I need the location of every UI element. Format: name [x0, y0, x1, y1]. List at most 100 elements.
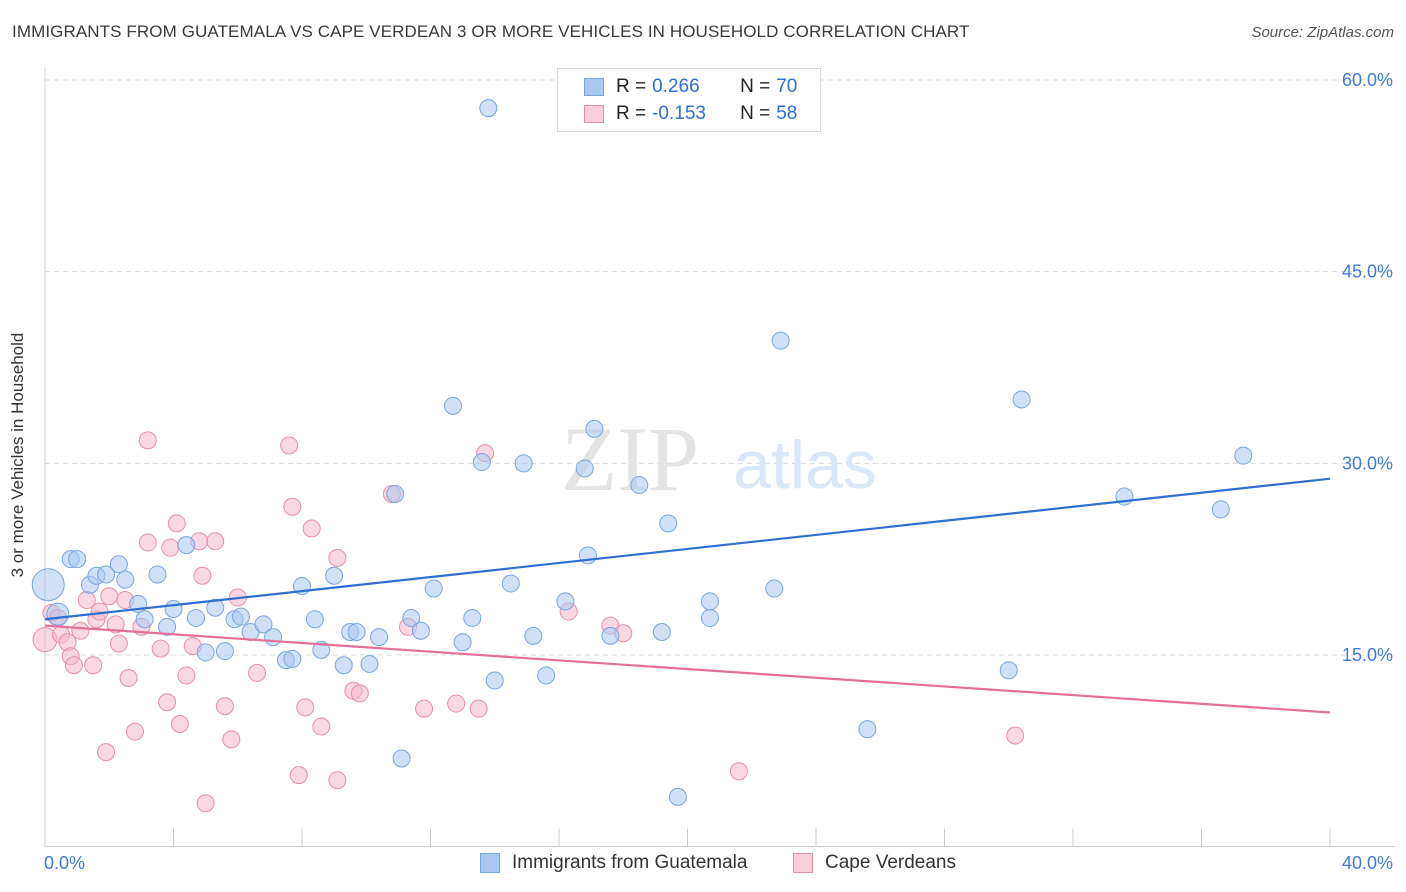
- data-point-guatemala: [700, 592, 719, 611]
- legend-r-label: R =: [616, 103, 647, 124]
- data-point-guatemala: [164, 600, 183, 618]
- data-point-cape-verdean: [215, 697, 234, 716]
- data-point-cape-verdean: [415, 699, 434, 718]
- series-legend-guatemala[interactable]: Immigrants from Guatemala: [480, 852, 747, 874]
- data-point-guatemala: [479, 99, 498, 118]
- data-point-guatemala: [177, 536, 196, 555]
- data-point-cape-verdean: [312, 717, 331, 736]
- data-point-cape-verdean: [283, 497, 302, 516]
- data-point-cape-verdean: [196, 794, 215, 813]
- data-point-cape-verdean: [280, 436, 299, 455]
- data-point-cape-verdean: [161, 538, 180, 557]
- data-point-guatemala: [97, 565, 116, 584]
- legend-row-cape-verdeans: R = -0.153 N = 58: [584, 101, 797, 127]
- data-point-cape-verdean: [138, 533, 157, 552]
- data-point-guatemala: [254, 615, 273, 634]
- data-point-guatemala: [585, 419, 604, 438]
- data-point-guatemala: [858, 720, 877, 739]
- data-point-guatemala: [575, 459, 594, 478]
- data-point-guatemala: [999, 661, 1018, 680]
- trend-line-cape-verdean: [44, 624, 1331, 714]
- series-legend-label: Cape Verdeans: [825, 852, 956, 873]
- data-point-guatemala: [765, 579, 784, 598]
- data-point-guatemala: [1012, 390, 1031, 409]
- legend-n-value: 70: [776, 76, 798, 97]
- data-point-guatemala: [109, 555, 128, 574]
- legend-n-label: N =: [740, 103, 771, 124]
- data-point-cape-verdean: [1006, 726, 1025, 745]
- data-point-guatemala: [68, 550, 87, 569]
- data-point-cape-verdean: [64, 656, 83, 675]
- data-point-guatemala: [305, 610, 324, 629]
- data-point-cape-verdean: [302, 519, 321, 538]
- data-point-cape-verdean: [328, 548, 347, 567]
- data-point-cape-verdean: [206, 532, 225, 551]
- data-point-guatemala: [659, 514, 678, 533]
- data-point-cape-verdean: [222, 730, 241, 749]
- data-point-guatemala: [524, 626, 543, 645]
- y-tick-label: 60.0%: [1342, 70, 1393, 90]
- data-point-cape-verdean: [328, 771, 347, 790]
- data-point-guatemala: [135, 610, 154, 629]
- data-point-cape-verdean: [167, 514, 186, 533]
- data-point-guatemala: [186, 608, 205, 627]
- data-point-guatemala: [231, 607, 250, 626]
- series-swatch-blue: [480, 853, 500, 873]
- data-point-guatemala: [31, 568, 65, 602]
- data-point-guatemala: [196, 643, 215, 662]
- data-point-guatemala: [215, 642, 234, 661]
- data-point-cape-verdean: [158, 693, 177, 712]
- trend-line-guatemala: [44, 477, 1331, 621]
- y-tick-label: 30.0%: [1342, 453, 1393, 473]
- data-point-guatemala: [652, 623, 671, 641]
- data-point-cape-verdean: [170, 715, 189, 733]
- watermark-zip: ZIP: [561, 408, 699, 510]
- data-point-cape-verdean: [109, 634, 128, 653]
- data-point-guatemala: [537, 666, 556, 685]
- y-axis-title: 3 or more Vehicles in Household: [8, 332, 27, 578]
- data-point-guatemala: [334, 656, 353, 675]
- watermark: ZIP atlas: [561, 408, 877, 510]
- data-point-guatemala: [370, 628, 389, 647]
- data-point-guatemala: [1211, 500, 1230, 519]
- data-point-cape-verdean: [84, 656, 103, 675]
- series-legend: Immigrants from Guatemala Cape Verdeans: [0, 852, 1406, 878]
- data-point-guatemala: [601, 626, 620, 645]
- axes: [44, 68, 1395, 848]
- data-point-guatemala: [630, 476, 649, 495]
- data-point-guatemala: [472, 453, 491, 472]
- data-point-guatemala: [206, 598, 225, 617]
- data-point-cape-verdean: [100, 587, 119, 606]
- x-tick-label: 0.0%: [44, 853, 85, 873]
- data-point-guatemala: [392, 749, 411, 768]
- data-point-guatemala: [556, 592, 575, 611]
- chart-title: IMMIGRANTS FROM GUATEMALA VS CAPE VERDEA…: [12, 22, 970, 41]
- data-point-guatemala: [347, 623, 366, 641]
- x-tick-label: 40.0%: [1342, 853, 1393, 873]
- data-point-guatemala: [283, 649, 302, 668]
- legend-n-value: 58: [776, 103, 798, 124]
- legend-n-label: N =: [740, 76, 771, 97]
- data-point-cape-verdean: [289, 766, 308, 785]
- legend-swatch-pink: [584, 105, 604, 123]
- data-point-guatemala: [514, 454, 533, 473]
- data-point-guatemala: [453, 633, 472, 652]
- data-point-cape-verdean: [71, 621, 90, 640]
- data-point-guatemala: [443, 396, 462, 415]
- trend-lines: [44, 477, 1331, 714]
- data-point-guatemala: [771, 331, 790, 350]
- data-point-cape-verdean: [177, 666, 196, 685]
- data-point-guatemala: [386, 485, 405, 503]
- data-point-guatemala: [148, 565, 167, 584]
- data-point-guatemala: [485, 671, 504, 690]
- legend-r-value: -0.153: [652, 103, 706, 124]
- data-point-guatemala: [46, 602, 70, 626]
- data-point-cape-verdean: [151, 639, 170, 658]
- data-point-guatemala: [1234, 446, 1253, 465]
- data-point-cape-verdean: [447, 694, 466, 713]
- series-legend-cape-verdeans[interactable]: Cape Verdeans: [793, 852, 956, 874]
- legend-row-guatemala: R = 0.266 N = 70: [584, 74, 797, 100]
- source-label: Source: ZipAtlas.com: [1251, 24, 1394, 41]
- data-point-cape-verdean: [106, 615, 125, 634]
- data-point-guatemala: [116, 570, 135, 589]
